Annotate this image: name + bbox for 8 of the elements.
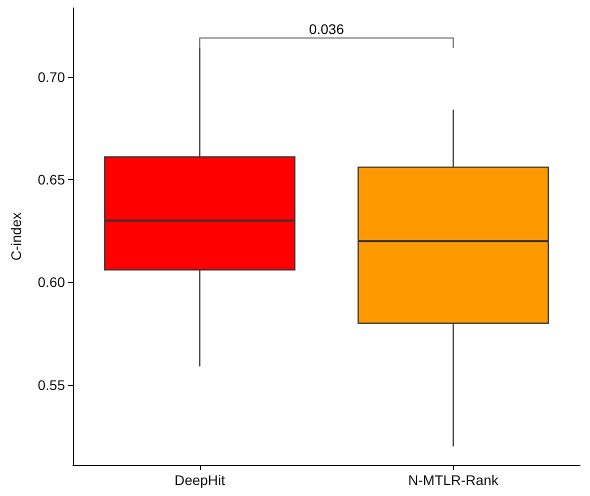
y-tick-label: 0.55 [38,376,66,393]
y-axis-title: C-index [8,212,24,261]
annotation: 0.036 [308,21,344,38]
y-tick-label: 0.70 [38,68,66,85]
x-tick-label: DeepHit [174,472,226,488]
y-tick-label: 0.60 [38,274,66,290]
y-tick-label: 0.65 [38,172,66,188]
x-tick-label: N-MTLR-Rank [408,472,500,488]
